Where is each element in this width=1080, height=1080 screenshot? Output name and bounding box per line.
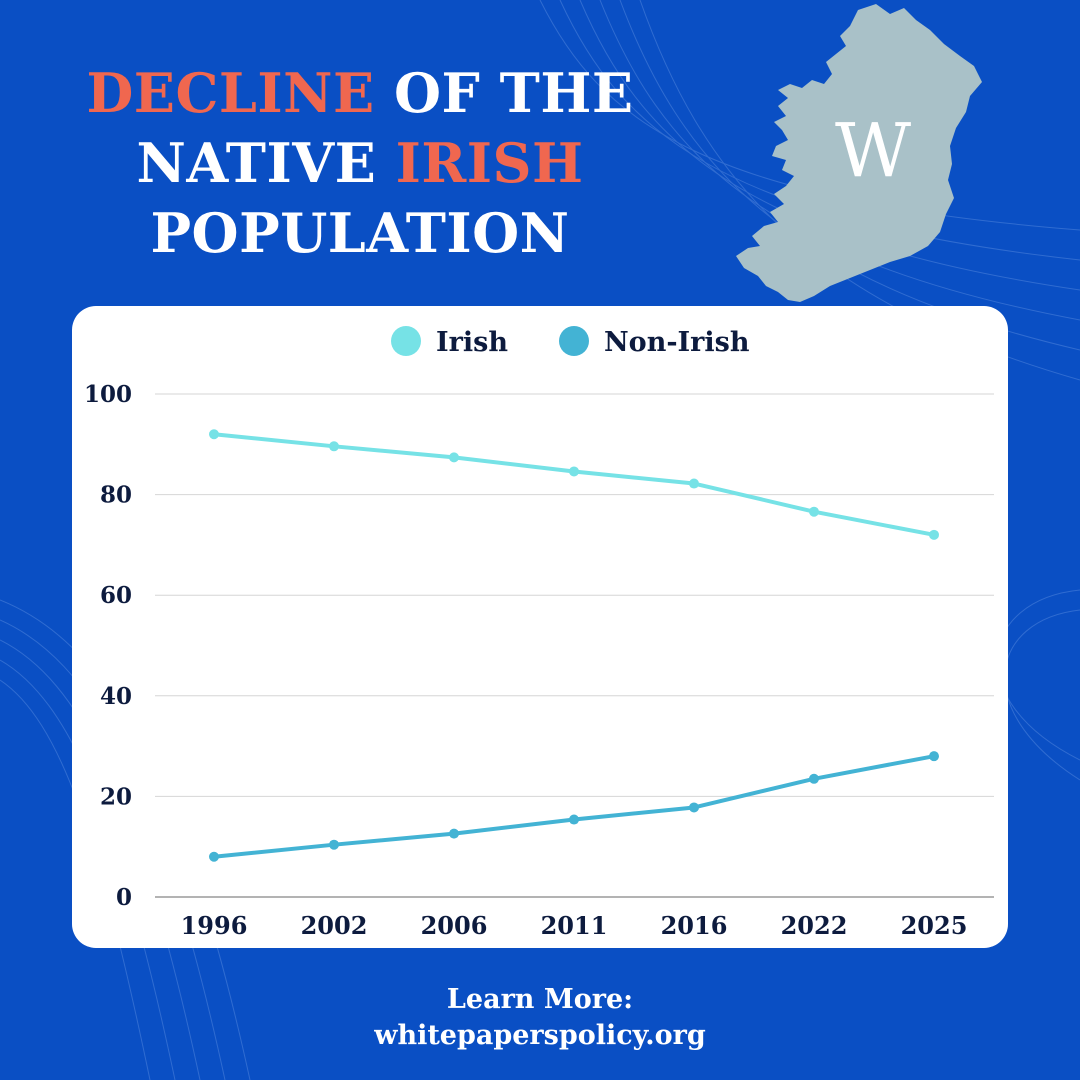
x-tick-label: 2022 xyxy=(781,911,848,940)
data-point-irish xyxy=(569,466,579,477)
y-tick-label: 20 xyxy=(100,783,132,810)
y-tick-label: 100 xyxy=(84,381,132,408)
title-line-3: POPULATION xyxy=(150,201,570,265)
data-point-non-irish xyxy=(689,802,699,813)
x-tick-label: 2016 xyxy=(661,911,728,940)
page-title: DECLINE OF THE NATIVE IRISH POPULATION xyxy=(80,58,640,268)
title-accent-decline: DECLINE xyxy=(86,61,375,125)
website-link[interactable]: whitepaperspolicy.org xyxy=(374,1020,706,1051)
x-tick-label: 2006 xyxy=(421,911,488,940)
data-point-irish xyxy=(689,478,699,489)
data-point-non-irish xyxy=(569,814,579,825)
data-point-irish xyxy=(209,429,219,440)
title-line-1: DECLINE OF THE xyxy=(80,58,640,128)
x-tick-label: 2002 xyxy=(301,911,368,940)
legend-label: Non-Irish xyxy=(604,327,750,358)
data-point-non-irish xyxy=(929,751,939,762)
ireland-map-icon xyxy=(736,4,982,302)
learn-more-label: Learn More: xyxy=(446,984,634,1015)
x-tick-label: 2025 xyxy=(901,911,968,940)
data-point-irish xyxy=(329,441,339,452)
line-chart: 0 20 40 60 80 100 1996 2002 2006 2011 2016 2022 2025… xyxy=(84,326,994,940)
data-point-non-irish xyxy=(809,773,819,784)
data-point-non-irish xyxy=(449,828,459,839)
chart-card: 0 20 40 60 80 100 1996 2002 2006 2011 2016 2022 2025… xyxy=(72,306,1008,948)
data-point-irish xyxy=(929,529,939,540)
ireland-map-logo: W xyxy=(736,4,982,302)
data-point-irish xyxy=(809,506,819,517)
title-of-the: OF THE xyxy=(393,61,634,125)
y-tick-label: 0 xyxy=(116,884,132,911)
y-tick-label: 40 xyxy=(100,683,132,710)
logo-letter: W xyxy=(835,108,911,194)
title-accent-irish: IRISH xyxy=(395,131,584,195)
series-line-irish xyxy=(212,432,936,537)
series-line-non-irish xyxy=(212,754,936,859)
legend-marker-irish xyxy=(391,326,421,356)
y-tick-label: 60 xyxy=(100,582,132,609)
data-point-non-irish xyxy=(329,839,339,850)
data-point-irish xyxy=(449,452,459,463)
title-line-2: NATIVE IRISH xyxy=(80,128,640,198)
x-tick-label: 1996 xyxy=(181,911,248,940)
y-tick-label: 80 xyxy=(100,482,132,509)
title-native: NATIVE xyxy=(136,131,377,195)
x-tick-label: 2011 xyxy=(541,911,608,940)
footer: Learn More: whitepaperspolicy.org xyxy=(0,982,1080,1054)
legend-label: Irish xyxy=(436,327,508,358)
legend-marker-non-irish xyxy=(559,326,589,356)
data-point-non-irish xyxy=(209,851,219,862)
